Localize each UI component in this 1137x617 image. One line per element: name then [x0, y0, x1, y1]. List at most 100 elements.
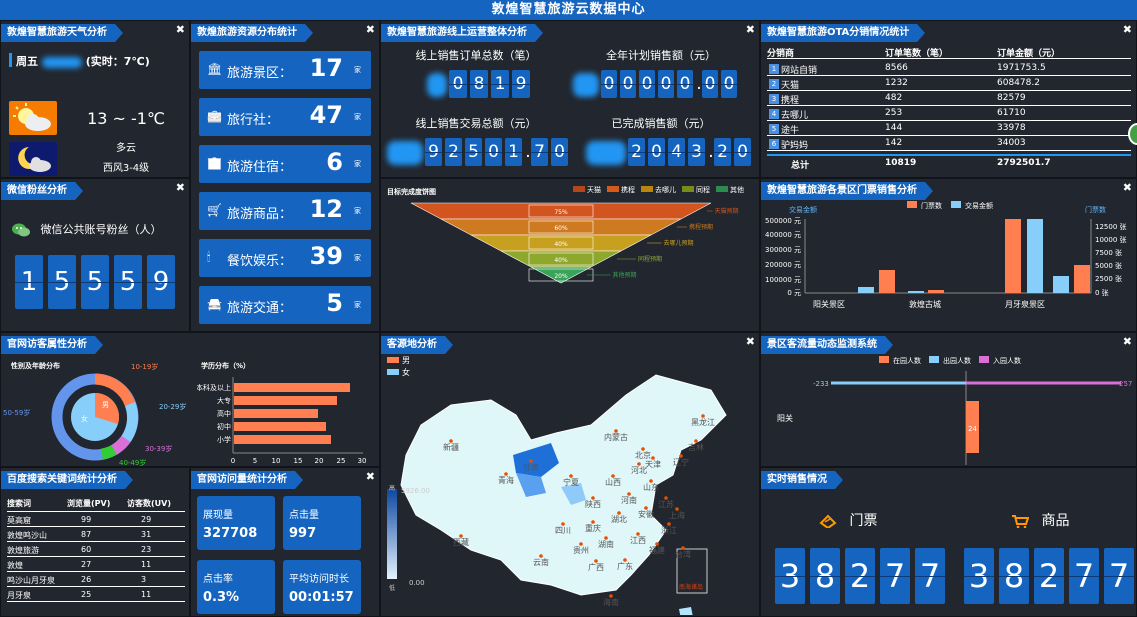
table-row[interactable]: 敦煌旅游 60 23 — [7, 542, 185, 557]
province-label: 河北 — [631, 465, 647, 475]
table-cell: 3 — [141, 575, 147, 584]
close-icon[interactable]: ✖ — [1122, 181, 1132, 194]
province-marker[interactable] — [641, 447, 645, 451]
right-tick: 12500 张 — [1095, 222, 1127, 231]
resource-row[interactable]: 🕯 餐饮娱乐： 39 家 — [199, 239, 371, 277]
province-marker[interactable] — [694, 439, 698, 443]
table-cell: 携程 — [781, 96, 800, 106]
close-icon[interactable]: ✖ — [175, 181, 185, 194]
province-marker[interactable] — [623, 558, 627, 562]
table-cell: 29 — [141, 515, 152, 524]
table-cell: 10819 — [885, 158, 917, 168]
province-marker[interactable] — [539, 554, 543, 558]
metric-card[interactable]: 展现量 327708 — [197, 496, 275, 550]
province-marker[interactable] — [664, 496, 668, 500]
panel-title: 微信粉丝分析 — [1, 182, 83, 200]
province-marker[interactable] — [529, 459, 533, 463]
legend-item[interactable]: 同程 — [682, 186, 710, 194]
table-row[interactable]: 5 途牛 144 33978 — [767, 122, 1131, 136]
legend-item[interactable]: 天猫 — [573, 186, 601, 194]
table-row[interactable]: 1 网站自销 8566 1971753.5 — [767, 62, 1131, 76]
resource-row[interactable]: 🏛 旅游景区： 17 家 — [199, 51, 371, 89]
qinghai-highlight[interactable] — [516, 473, 546, 497]
province-marker[interactable] — [681, 546, 685, 550]
province-marker[interactable] — [591, 496, 595, 500]
province-marker[interactable] — [655, 542, 659, 546]
table-row[interactable]: 6 驴妈妈 142 34003 — [767, 137, 1131, 151]
column-header: 分销商 — [767, 49, 795, 59]
province-marker[interactable] — [636, 532, 640, 536]
table-row[interactable]: 3 携程 482 82579 — [767, 92, 1131, 106]
province-marker[interactable] — [604, 536, 608, 540]
legend-female[interactable]: 女 — [387, 367, 410, 379]
province-marker[interactable] — [644, 506, 648, 510]
table-row[interactable]: 4 去哪儿 253 61710 — [767, 107, 1131, 121]
close-icon[interactable]: ✖ — [1122, 335, 1132, 348]
resource-row[interactable]: 🏢 旅游住宿： 6 家 — [199, 145, 371, 183]
floating-action-button[interactable] — [1128, 123, 1137, 145]
province-marker[interactable] — [504, 472, 508, 476]
close-icon[interactable]: ✖ — [745, 23, 755, 36]
fans-label-row: 微信公共账号粉丝（人） — [11, 221, 162, 238]
bar — [1053, 276, 1069, 293]
province-marker[interactable] — [459, 534, 463, 538]
province-marker[interactable] — [594, 559, 598, 563]
province-marker[interactable] — [667, 522, 671, 526]
province-marker[interactable] — [701, 414, 705, 418]
shaanxi-shade[interactable] — [561, 483, 586, 505]
map-scale-bar[interactable] — [387, 489, 397, 579]
hainan-shape[interactable] — [679, 607, 693, 615]
province-marker[interactable] — [591, 520, 595, 524]
close-icon[interactable]: ✖ — [365, 470, 375, 483]
province-marker[interactable] — [637, 462, 641, 466]
province-marker[interactable] — [651, 456, 655, 460]
province-marker[interactable] — [679, 454, 683, 458]
digit: 3 — [688, 138, 705, 166]
legend-item[interactable]: 去哪儿 — [641, 186, 676, 194]
resource-row[interactable]: 💼 旅行社： 47 家 — [199, 98, 371, 136]
bar — [879, 270, 895, 293]
close-icon[interactable]: ✖ — [175, 23, 185, 36]
funnel-segment[interactable] — [530, 266, 592, 284]
table-row[interactable]: 敦煌 27 11 — [7, 557, 185, 572]
resource-row[interactable]: 🛒 旅游商品： 12 家 — [199, 192, 371, 230]
partly-cloudy-icon — [9, 101, 57, 135]
resource-row[interactable]: 🚘 旅游交通： 5 家 — [199, 286, 371, 324]
goods-heading: 商品 — [1011, 510, 1069, 530]
funnel-name: 去哪儿预期 — [664, 239, 694, 247]
table-row[interactable]: 2 天猫 1232 608478.2 — [767, 77, 1131, 91]
gansu-highlight[interactable] — [513, 443, 559, 477]
metric-value: 327708 — [203, 526, 258, 541]
province-marker[interactable] — [449, 439, 453, 443]
table-row[interactable]: 月牙泉 25 11 — [7, 587, 185, 602]
funnel-name: 天猫预期 — [715, 207, 739, 215]
table-row[interactable]: 敦煌鸣沙山 87 31 — [7, 527, 185, 542]
legend-swatch-out — [929, 356, 939, 363]
province-marker[interactable] — [649, 479, 653, 483]
province-marker[interactable] — [611, 474, 615, 478]
province-marker[interactable] — [569, 474, 573, 478]
province-marker[interactable] — [614, 429, 618, 433]
table-cell: 月牙泉 — [7, 591, 31, 600]
metric-card[interactable]: 平均访问时长 00:01:57 — [283, 560, 361, 614]
province-marker[interactable] — [579, 542, 583, 546]
table-cell: 11 — [141, 560, 152, 569]
close-icon[interactable]: ✖ — [1122, 23, 1132, 36]
province-marker[interactable] — [561, 522, 565, 526]
digit: 5 — [465, 138, 482, 166]
table-row[interactable]: 莫高窟 99 29 — [7, 512, 185, 527]
legend-male[interactable]: 男 — [387, 355, 410, 367]
metric-card[interactable]: 点击量 997 — [283, 496, 361, 550]
province-marker[interactable] — [675, 507, 679, 511]
province-marker[interactable] — [627, 492, 631, 496]
x-tick: 20 — [315, 457, 324, 465]
close-icon[interactable]: ✖ — [745, 335, 755, 348]
metric-card[interactable]: 点击率 0.3% — [197, 560, 275, 614]
province-marker[interactable] — [617, 511, 621, 515]
table-row[interactable]: 鸣沙山月牙泉 26 3 — [7, 572, 185, 587]
province-marker[interactable] — [609, 594, 613, 598]
landmark-icon: 🏛 — [207, 62, 223, 76]
legend-item[interactable]: 携程 — [607, 186, 635, 194]
close-icon[interactable]: ✖ — [365, 23, 375, 36]
legend-item[interactable]: 其他 — [716, 186, 744, 194]
